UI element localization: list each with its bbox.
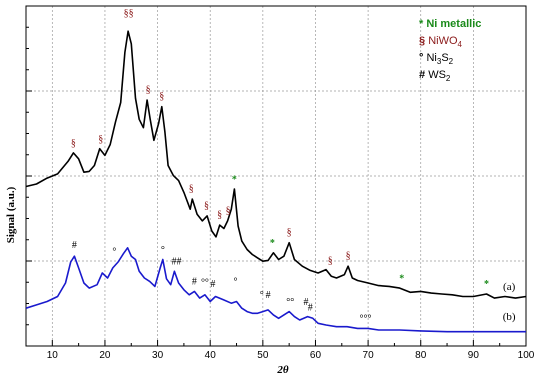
legend-entry: § NiWO4	[419, 35, 463, 49]
x-tick-label: 60	[310, 350, 322, 361]
x-tick-label: 70	[363, 350, 375, 361]
peak-marker: °°°	[359, 314, 371, 325]
x-tick-label: 30	[152, 350, 164, 361]
x-axis-title: 2θ	[276, 364, 289, 375]
curve-labels: (a) (b)	[503, 281, 516, 323]
peak-marker: *	[399, 273, 404, 284]
peak-marker: *	[270, 238, 275, 249]
peak-marker: §	[98, 134, 103, 145]
peak-marker: °	[260, 290, 264, 301]
peak-annotations: §§§ §§§§§§ §§§ §****#° °### °° # °° #°° ##°°°	[71, 8, 489, 325]
series-layer	[25, 30, 527, 333]
x-tick-label: 40	[205, 350, 217, 361]
x-tick-label: 10	[47, 350, 59, 361]
peak-marker: #	[72, 240, 77, 251]
curve-label: (a)	[503, 281, 516, 293]
peak-marker: #	[304, 297, 309, 308]
peak-marker: §	[346, 251, 351, 262]
peak-marker: §§	[124, 8, 134, 19]
peak-marker: °°	[201, 278, 209, 289]
peak-marker: §	[287, 227, 292, 238]
x-tick-label: 80	[415, 350, 427, 361]
peak-marker: §	[204, 200, 209, 211]
peak-marker: ##	[172, 257, 182, 268]
peak-marker: °	[161, 245, 165, 256]
x-tick-label: 100	[518, 350, 534, 361]
series-line-a	[25, 30, 527, 299]
peak-marker: *	[484, 279, 489, 290]
peak-marker: §	[226, 205, 231, 216]
x-tick-label: 90	[468, 350, 480, 361]
peak-marker: #	[266, 290, 271, 301]
peak-marker: §	[328, 256, 333, 267]
x-tick-label: 20	[99, 350, 111, 361]
peak-marker: °	[233, 277, 237, 288]
legend-entry: ° Ni3S2	[419, 52, 454, 66]
peak-marker: §	[217, 210, 222, 221]
axis-ticks: 10 20 30 40 50 60 70 80 90 100	[25, 5, 534, 361]
peak-marker: §	[159, 91, 164, 102]
peak-marker: §	[71, 138, 76, 149]
series-line-b	[25, 247, 526, 333]
peak-marker: #	[192, 277, 197, 288]
peak-marker: §	[189, 184, 194, 195]
peak-marker: °°	[286, 297, 294, 308]
legend-entry: * Ni metallic	[419, 18, 481, 30]
peak-marker: #	[210, 279, 215, 290]
legend: * Ni metallic § NiWO4 ° Ni3S2 # WS2	[419, 18, 481, 83]
legend-entry: # WS2	[419, 69, 451, 83]
x-tick-label: 50	[257, 350, 269, 361]
y-axis-title: Signal (a.u.)	[5, 186, 17, 243]
peak-marker: §	[146, 84, 151, 95]
curve-label: (b)	[503, 311, 516, 323]
grid-lines	[26, 6, 526, 346]
peak-marker: °	[112, 246, 116, 257]
peak-marker: *	[232, 174, 237, 185]
peak-marker: #	[308, 303, 313, 314]
